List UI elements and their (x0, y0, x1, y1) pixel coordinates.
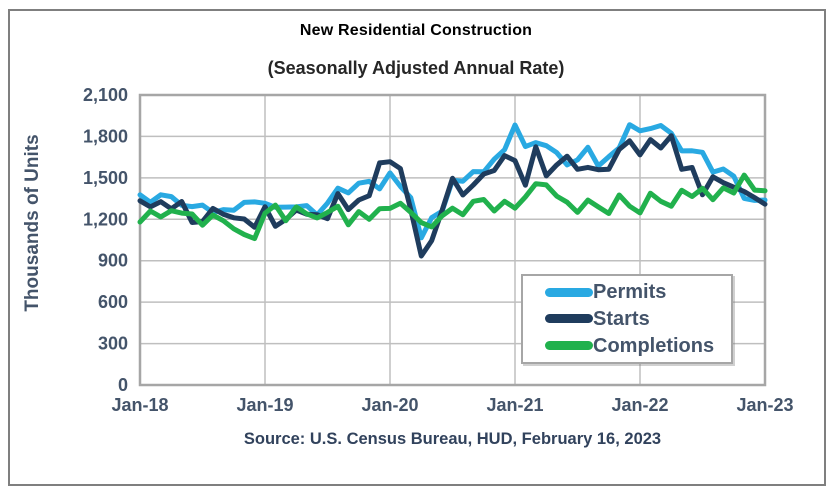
x-tick-label: Jan-18 (111, 395, 168, 415)
legend-label-starts: Starts (593, 307, 650, 330)
x-tick-label: Jan-22 (611, 395, 668, 415)
completions-line-swatch (545, 341, 593, 351)
source-note: Source: U.S. Census Bureau, HUD, Februar… (243, 430, 662, 448)
y-tick-label: 1,200 (83, 209, 128, 229)
y-tick-label: 300 (98, 334, 128, 354)
x-tick-label: Jan-20 (361, 395, 418, 415)
legend-item-starts: Starts (545, 306, 731, 332)
plot-border (138, 93, 767, 387)
legend-label-completions: Completions (593, 334, 715, 357)
y-tick-label: 2,100 (83, 85, 128, 105)
series-line-starts (137, 133, 768, 259)
permits-line-swatch (545, 287, 593, 297)
y-tick-label: 0 (118, 375, 128, 395)
legend-item-permits: Permits (545, 279, 731, 305)
y-tick-label: 900 (98, 251, 128, 271)
legend-item-completions: Completions (545, 333, 731, 359)
legend-label-permits: Permits (593, 281, 667, 304)
x-tick-label: Jan-23 (736, 395, 793, 415)
x-tick-label: Jan-21 (486, 395, 543, 415)
starts-line-swatch (545, 314, 593, 324)
y-tick-label: 1,800 (83, 126, 128, 146)
chart-subtitle: (Seasonally Adjusted Annual Rate) (267, 58, 565, 78)
y-tick-label: 1,500 (83, 168, 128, 188)
x-tick-label: Jan-19 (236, 395, 293, 415)
legend-box: Permits Starts Completions (521, 274, 733, 364)
y-tick-label: 600 (98, 292, 128, 312)
series-line-completions (137, 172, 768, 242)
chart-title: New Residential Construction (299, 22, 533, 39)
